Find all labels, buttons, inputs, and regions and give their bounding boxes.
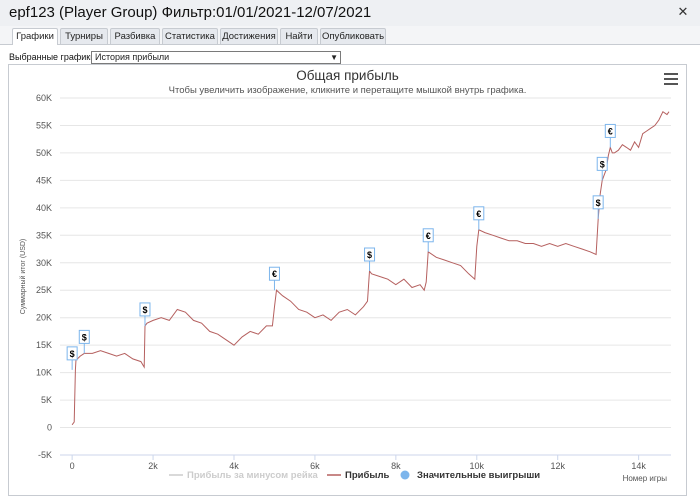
tab-breakdown[interactable]: Разбивка [110,28,160,44]
tab-find[interactable]: Найти [280,28,318,44]
x-tick-label: 6k [310,461,320,471]
close-icon[interactable]: ✕ [677,4,689,19]
tab-statistics[interactable]: Статистика [162,28,218,44]
x-tick-label: 2k [148,461,158,471]
tab-charts[interactable]: Графики [12,28,58,45]
flag-symbol: € [608,126,613,136]
flag-symbol: € [476,209,481,219]
flag-symbol: € [272,269,277,279]
flag-box [596,156,608,171]
y-tick-label: 30K [36,258,52,268]
profit-series-line [71,110,670,426]
flag-symbol: $ [600,159,605,169]
x-tick-label: 8k [391,461,401,471]
significant-win-flag[interactable]: $ [592,195,604,219]
x-tick-label: 0 [70,461,75,471]
flag-box [66,346,78,361]
chart-selector-label: Выбранные графики: [9,52,98,62]
significant-win-flag[interactable]: $ [596,156,608,181]
significant-win-flag[interactable]: $ [364,247,376,272]
y-tick-label: 40K [36,203,52,213]
flag-box [139,302,151,317]
flag-box [422,228,434,243]
chart-container[interactable]: Общая прибыль Чтобы увеличить изображени… [8,64,687,496]
significant-win-flag[interactable]: € [268,266,280,291]
window-title: epf123 (Player Group) Фильтр:01/01/2021-… [9,4,372,21]
y-tick-label: 50K [36,148,52,158]
flag-box [364,247,376,262]
y-tick-label: 20K [36,313,52,323]
hamburger-menu-icon[interactable] [664,73,678,85]
flag-symbol: $ [367,250,372,260]
y-axis-title: Суммарный итог (USD) [19,239,27,315]
x-tick-label: 12k [550,461,565,471]
legend-item-significant-wins-symbol [400,470,410,480]
y-tick-label: 25K [36,285,52,295]
flag-box [268,266,280,281]
chart-subtitle: Чтобы увеличить изображение, кликните и … [168,85,527,96]
y-tick-label: 10K [36,368,52,378]
y-tick-label: 15K [36,340,52,350]
flag-box [604,123,616,138]
chevron-down-icon: ▼ [330,53,338,62]
significant-win-flag[interactable]: € [422,228,434,252]
y-tick-label: 45K [36,175,52,185]
profit-chart[interactable]: -5K 0 5K 10K 15K 20K 25K 30K 35K 40K 45K 50K 55K 60K 0… [9,65,686,495]
x-tick-label: 14k [631,461,646,471]
x-tick-label: 4k [229,461,239,471]
flag-symbol: $ [82,332,87,342]
chart-title: Общая прибыль [296,68,399,83]
y-tick-label: 55K [36,120,52,130]
y-tick-label: -5K [38,450,52,460]
significant-win-flag[interactable]: $ [78,329,90,354]
flag-symbol: € [426,231,431,241]
tab-achievements[interactable]: Достижения [220,28,278,44]
tab-bar: Графики Турниры Разбивка Статистика Дост… [0,26,700,45]
significant-win-flag[interactable]: € [473,206,485,230]
flag-box [473,206,485,221]
flag-box [592,195,604,210]
y-tick-label: 35K [36,230,52,240]
legend-item-significant-wins[interactable]: Значительные выигрыши [417,470,540,481]
chart-selector-dropdown[interactable]: История прибыли ▼ [91,51,341,64]
flag-symbol: $ [142,305,147,315]
x-axis-title: Номер игры [623,474,668,483]
y-tick-label: 60K [36,93,52,103]
y-tick-label: 0 [47,423,52,433]
legend-item-profit[interactable]: Прибыль [345,470,389,481]
significant-win-flag[interactable]: € [604,123,616,148]
y-tick-label: 5K [41,395,52,405]
tab-publish[interactable]: Опубликовать [320,28,386,44]
significant-win-flag[interactable]: $ [66,346,78,370]
legend-item-net-profit[interactable]: Прибыль за минусом рейка [187,470,318,481]
flag-box [78,329,90,344]
chart-selector-value: История прибыли [95,52,170,62]
flag-symbol: $ [596,198,601,208]
window-titlebar: epf123 (Player Group) Фильтр:01/01/2021-… [0,0,700,27]
x-tick-label: 10k [470,461,485,471]
flag-symbol: $ [70,349,75,359]
tab-tournaments[interactable]: Турниры [60,28,108,44]
significant-win-flag[interactable]: $ [139,302,151,326]
